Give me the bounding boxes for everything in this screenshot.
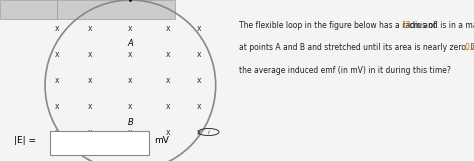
Text: x: x bbox=[197, 102, 201, 111]
Text: the average induced emf (in mV) in it during this time?: the average induced emf (in mV) in it du… bbox=[239, 66, 451, 75]
Text: x: x bbox=[55, 128, 59, 137]
Text: x: x bbox=[166, 50, 171, 59]
Text: mV: mV bbox=[154, 136, 169, 145]
Text: B: B bbox=[128, 118, 133, 127]
FancyBboxPatch shape bbox=[57, 0, 175, 19]
Text: x: x bbox=[197, 24, 201, 33]
Text: at points A and B and stretched until its area is nearly zero. If it takes: at points A and B and stretched until it… bbox=[239, 43, 474, 52]
Text: A: A bbox=[128, 39, 133, 48]
Text: i: i bbox=[208, 129, 210, 135]
Text: x: x bbox=[166, 76, 171, 85]
Text: x: x bbox=[55, 24, 59, 33]
FancyBboxPatch shape bbox=[50, 131, 149, 155]
Text: x: x bbox=[128, 102, 133, 111]
Text: The flexible loop in the figure below has a radius of: The flexible loop in the figure below ha… bbox=[239, 21, 438, 30]
Text: x: x bbox=[166, 24, 171, 33]
Text: x: x bbox=[197, 50, 201, 59]
Text: x: x bbox=[197, 76, 201, 85]
Text: x: x bbox=[128, 50, 133, 59]
Text: x: x bbox=[88, 128, 92, 137]
Text: x: x bbox=[55, 76, 59, 85]
Text: x: x bbox=[88, 24, 92, 33]
Text: x: x bbox=[128, 24, 133, 33]
Text: x: x bbox=[88, 50, 92, 59]
Text: x: x bbox=[88, 76, 92, 85]
Text: x: x bbox=[166, 102, 171, 111]
Text: x: x bbox=[128, 128, 133, 137]
Text: x: x bbox=[55, 102, 59, 111]
FancyBboxPatch shape bbox=[0, 0, 57, 19]
Text: x: x bbox=[197, 128, 201, 137]
Text: x: x bbox=[128, 76, 133, 85]
Text: x: x bbox=[88, 102, 92, 111]
Text: x: x bbox=[166, 128, 171, 137]
Text: |E| =: |E| = bbox=[14, 136, 36, 145]
Text: 13: 13 bbox=[401, 21, 411, 30]
Text: 0.22: 0.22 bbox=[464, 43, 474, 52]
Text: cm and is in a magnetic field of strength: cm and is in a magnetic field of strengt… bbox=[407, 21, 474, 30]
Text: x: x bbox=[55, 50, 59, 59]
